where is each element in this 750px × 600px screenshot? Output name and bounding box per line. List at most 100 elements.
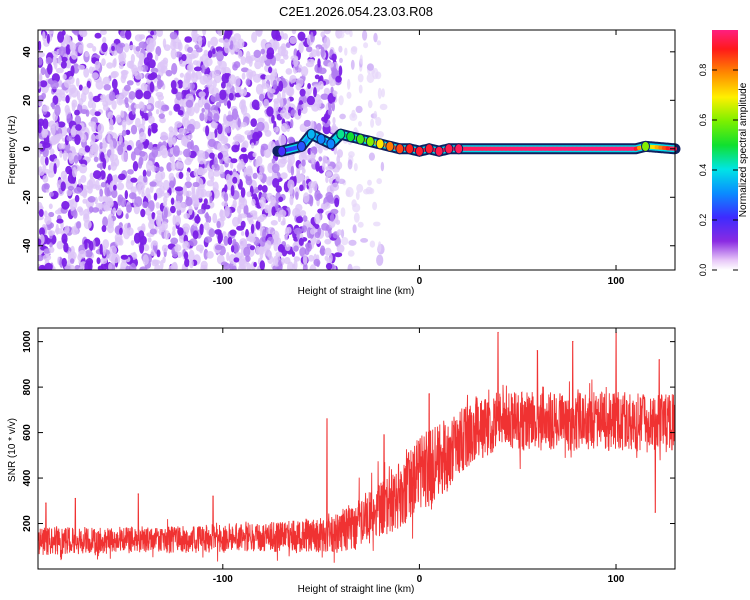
noise-speckle (207, 40, 211, 48)
noise-speckle (373, 110, 378, 120)
noise-speckle (178, 127, 186, 135)
noise-speckle (320, 31, 326, 38)
noise-speckle (229, 170, 233, 176)
noise-speckle (114, 236, 122, 246)
noise-speckle (118, 53, 124, 62)
noise-speckle (84, 145, 91, 153)
noise-speckle (209, 152, 215, 159)
noise-speckle (155, 187, 163, 197)
noise-speckle (170, 80, 177, 90)
noise-speckle (127, 169, 134, 175)
noise-speckle (203, 49, 209, 57)
noise-speckle (43, 168, 51, 174)
noise-speckle (170, 205, 176, 214)
noise-speckle (381, 88, 385, 98)
noise-speckle (124, 97, 129, 105)
noise-speckle (68, 88, 74, 95)
noise-speckle (299, 184, 304, 192)
noise-speckle (231, 144, 240, 153)
signal-point (405, 143, 415, 155)
noise-speckle (261, 185, 268, 193)
noise-speckle (273, 41, 278, 52)
noise-speckle (85, 109, 90, 117)
noise-speckle (178, 234, 185, 244)
noise-speckle (155, 91, 164, 98)
noise-speckle (84, 239, 88, 250)
noise-speckle (134, 72, 143, 80)
noise-speckle (271, 163, 280, 174)
noise-speckle (295, 191, 299, 200)
noise-speckle (326, 159, 331, 165)
noise-speckle (366, 63, 375, 71)
noise-speckle (193, 66, 202, 72)
noise-speckle (317, 58, 321, 68)
noise-speckle (275, 52, 281, 62)
signal-point (434, 145, 444, 157)
noise-speckle (321, 223, 329, 231)
snr-peak-point (572, 341, 574, 343)
noise-speckle (80, 92, 87, 103)
noise-speckle (146, 44, 155, 53)
noise-speckle (146, 104, 152, 110)
noise-speckle (164, 192, 170, 198)
noise-speckle (110, 71, 118, 79)
noise-speckle (67, 250, 72, 260)
noise-speckle (330, 208, 339, 215)
noise-speckle (271, 206, 276, 217)
noise-speckle (209, 196, 213, 204)
noise-speckle (230, 185, 235, 197)
noise-speckle (156, 74, 161, 81)
noise-speckle (153, 192, 158, 201)
noise-speckle (139, 242, 145, 254)
signal-point (375, 138, 385, 150)
spectrogram-noise-layer (38, 30, 388, 270)
noise-speckle (61, 200, 70, 210)
noise-speckle (57, 121, 66, 128)
noise-speckle (272, 178, 280, 188)
noise-speckle (61, 96, 67, 102)
noise-speckle (356, 183, 364, 193)
noise-speckle (260, 74, 267, 80)
noise-speckle (267, 162, 274, 174)
noise-speckle (86, 80, 92, 89)
signal-point (414, 145, 424, 157)
noise-speckle (249, 245, 255, 251)
noise-speckle (325, 171, 332, 177)
noise-speckle (201, 107, 205, 113)
noise-speckle (38, 57, 43, 66)
snr-y-axis: 200 400 600 800 1000 (22, 330, 675, 532)
noise-speckle (245, 229, 249, 238)
noise-speckle (58, 143, 66, 150)
noise-speckle (125, 30, 132, 40)
noise-speckle (47, 230, 56, 236)
noise-speckle (221, 151, 229, 162)
noise-speckle (182, 79, 191, 91)
noise-speckle (248, 219, 254, 225)
noise-speckle (287, 179, 295, 190)
noise-speckle (355, 105, 363, 114)
noise-speckle (66, 127, 72, 134)
noise-speckle (297, 108, 302, 116)
noise-speckle (325, 232, 330, 238)
noise-speckle (179, 72, 184, 78)
colorbar-tick-label: 0.2 (698, 214, 708, 227)
noise-speckle (339, 57, 343, 64)
noise-speckle (380, 161, 385, 172)
noise-speckle (64, 79, 71, 88)
noise-speckle (125, 129, 131, 135)
noise-speckle (372, 201, 378, 211)
noise-speckle (178, 171, 184, 179)
noise-speckle (39, 80, 48, 88)
noise-speckle (145, 207, 151, 216)
noise-speckle (157, 218, 162, 230)
noise-speckle (340, 207, 346, 218)
noise-speckle (188, 249, 195, 261)
noise-speckle (263, 98, 270, 109)
noise-speckle (43, 210, 48, 218)
noise-speckle (55, 121, 59, 131)
noise-speckle (195, 70, 202, 80)
noise-speckle (325, 262, 333, 270)
noise-speckle (116, 182, 125, 191)
noise-speckle (325, 191, 334, 201)
noise-speckle (185, 99, 194, 108)
